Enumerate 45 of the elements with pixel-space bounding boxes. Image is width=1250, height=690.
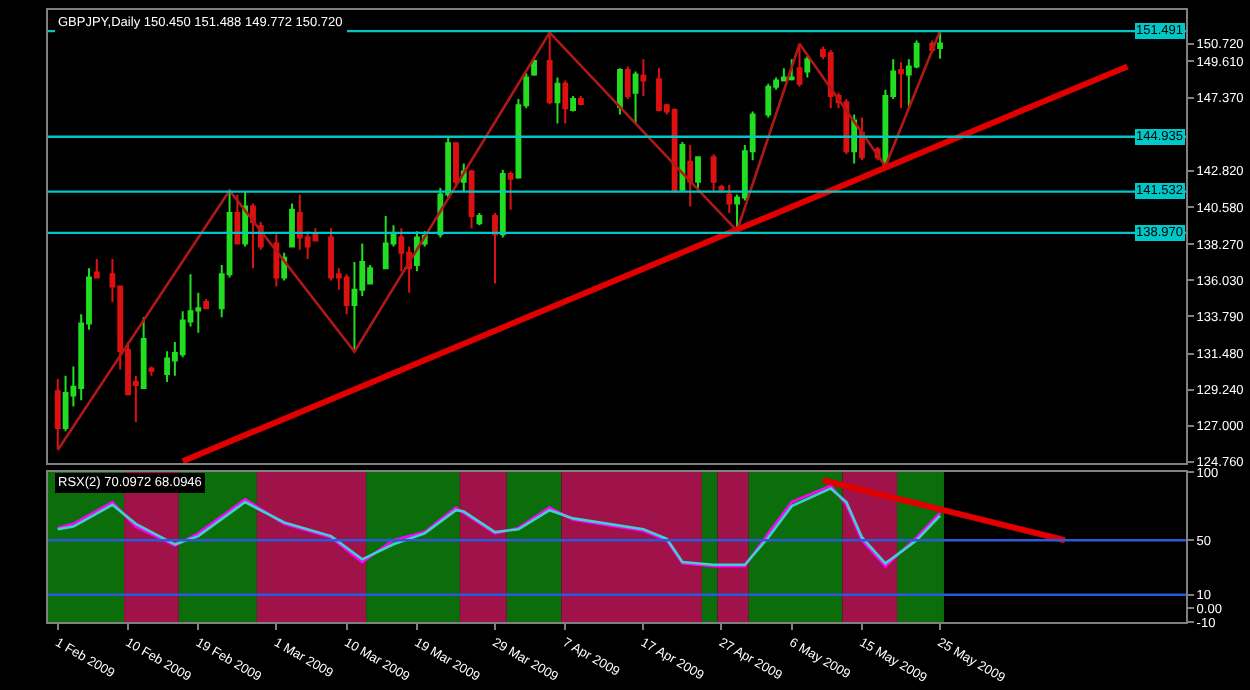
candlestick [617, 67, 623, 116]
candlestick [695, 156, 701, 190]
candlestick [570, 94, 576, 113]
candlestick [507, 170, 514, 211]
candlestick [671, 107, 678, 193]
candlestick [328, 227, 334, 282]
candlestick [546, 31, 553, 105]
candlestick [499, 168, 506, 239]
candlestick [788, 58, 795, 82]
candlestick [796, 42, 803, 88]
candlestick [577, 94, 584, 107]
candlestick [234, 193, 241, 245]
candlestick [640, 58, 647, 97]
candlestick [93, 258, 100, 279]
candlestick [250, 202, 256, 270]
candlestick [804, 55, 811, 79]
candlestick [203, 297, 210, 311]
candlestick [765, 82, 772, 119]
candlestick [554, 76, 561, 125]
candlestick [780, 67, 787, 82]
candlestick [687, 144, 694, 208]
candlestick [62, 374, 69, 433]
candlestick [656, 67, 662, 113]
candlestick [343, 273, 350, 316]
candlestick [710, 153, 717, 193]
candlestick [492, 211, 498, 285]
candlestick [937, 30, 943, 60]
candlestick [827, 48, 834, 110]
candlestick [164, 350, 170, 383]
candlestick [624, 65, 631, 101]
candlestick [382, 214, 389, 270]
candlestick [468, 168, 475, 230]
candlestick [289, 202, 295, 248]
candlestick [632, 70, 639, 125]
candlestick [296, 193, 303, 251]
line-series [56, 29, 942, 452]
candlestick [726, 183, 733, 214]
candlestick [476, 211, 483, 227]
candlestick [562, 79, 569, 125]
candlestick [898, 61, 904, 110]
candlestick [54, 377, 61, 451]
candlestick [679, 141, 686, 193]
candlestick [140, 316, 147, 390]
candlestick [453, 142, 459, 186]
candlestick [148, 365, 155, 377]
